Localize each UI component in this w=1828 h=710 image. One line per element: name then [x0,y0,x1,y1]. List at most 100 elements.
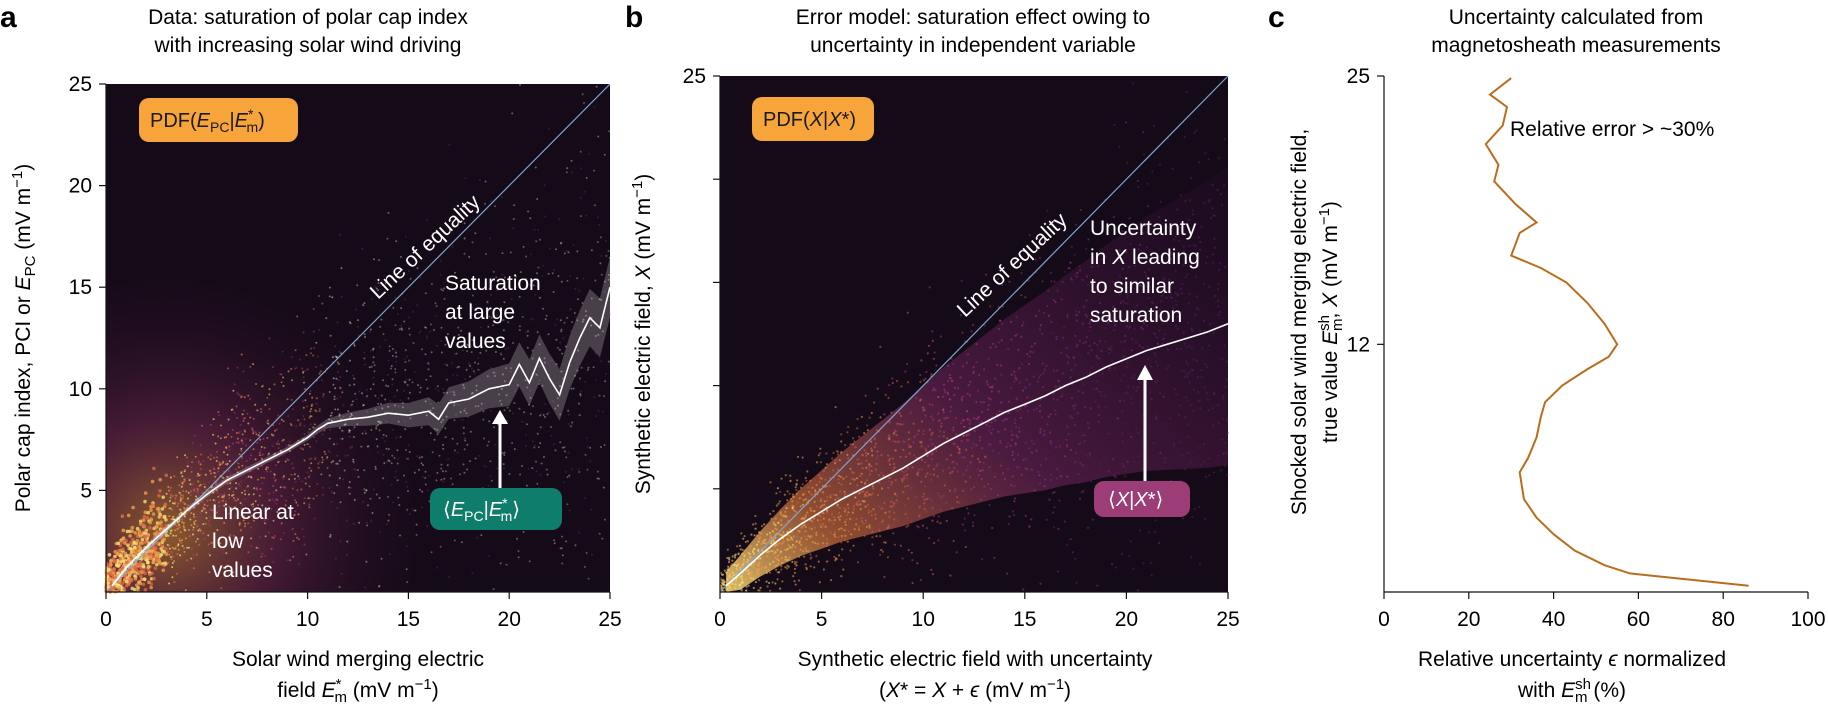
scatter-point [452,391,455,393]
scatter-point [1130,338,1133,341]
scatter-point [213,468,216,471]
scatter-point [1092,388,1095,391]
scatter-point [1144,271,1147,274]
scatter-point [574,544,577,547]
scatter-point [412,342,415,344]
scatter-point [194,455,197,458]
scatter-point [796,479,799,482]
scatter-point [384,398,387,401]
scatter-point [1000,373,1003,377]
scatter-point [1073,253,1076,256]
scatter-point [311,396,314,399]
scatter-point [1120,379,1123,382]
scatter-point [343,469,346,472]
scatter-point [313,423,316,426]
scatter-point [599,236,602,239]
scatter-point [1122,355,1125,358]
scatter-point [192,483,194,486]
scatter-point [846,431,849,434]
scatter-point [1113,123,1116,126]
scatter-point [356,325,359,328]
scatter-point [810,535,813,538]
scatter-point [747,584,750,587]
x-tick-label: 25 [598,608,621,631]
scatter-point [1162,456,1165,459]
scatter-point [1056,369,1059,372]
scatter-point [1147,205,1150,208]
scatter-point [148,572,152,577]
scatter-point [339,396,342,398]
scatter-point [846,540,849,543]
scatter-point [377,397,380,400]
scatter-point [811,541,815,544]
scatter-point [505,367,507,370]
scatter-point [1014,376,1017,379]
scatter-point [1107,470,1110,473]
scatter-point [191,442,194,445]
scatter-point [1203,460,1206,463]
scatter-point [1063,270,1066,273]
scatter-point [279,538,282,541]
scatter-point [772,510,775,513]
scatter-point [833,533,836,536]
scatter-point [189,494,192,497]
scatter-point [436,385,439,388]
scatter-point [833,530,837,533]
scatter-point [252,363,255,366]
scatter-point [275,442,278,445]
scatter-point [772,531,776,534]
scatter-point [133,576,138,581]
scatter-point [173,581,176,584]
scatter-point [205,523,208,526]
scatter-point [554,248,557,251]
scatter-point [418,331,421,334]
scatter-point [586,468,589,471]
scatter-point [277,414,280,417]
scatter-point [871,454,874,457]
scatter-point [1126,460,1129,463]
scatter-point [928,286,931,289]
scatter-point [159,552,164,557]
scatter-point [746,540,749,543]
scatter-point [400,307,403,310]
scatter-point [1054,385,1058,388]
scatter-point [183,550,186,553]
scatter-point [778,542,781,545]
scatter-point [949,472,952,475]
scatter-point [236,437,239,440]
scatter-point [487,485,490,487]
scatter-point [1194,275,1197,278]
scatter-point [538,343,541,346]
scatter-point [953,393,956,397]
scatter-point [1010,373,1013,376]
scatter-point [363,351,366,354]
scatter-point [363,357,366,360]
scatter-point [180,511,183,514]
scatter-point [466,468,469,471]
scatter-point [1191,209,1194,212]
scatter-point [309,423,312,426]
scatter-point [804,563,807,566]
scatter-point [260,464,263,467]
scatter-point [552,400,555,403]
scatter-point [469,430,472,433]
scatter-point [796,455,800,458]
scatter-point [330,461,333,464]
scatter-point [203,483,206,486]
scatter-point [289,440,292,443]
scatter-point [840,541,843,544]
scatter-point [424,477,427,479]
scatter-point [1175,393,1178,396]
scatter-point [818,481,821,484]
scatter-point [888,421,891,424]
scatter-point [798,530,801,533]
scatter-point [170,558,173,561]
scatter-point [369,388,372,390]
scatter-point [249,470,252,473]
scatter-point [890,500,893,503]
scatter-point [987,404,991,407]
scatter-point [827,549,831,552]
scatter-point [363,333,366,336]
scatter-point [794,486,797,489]
scatter-point [786,558,789,562]
